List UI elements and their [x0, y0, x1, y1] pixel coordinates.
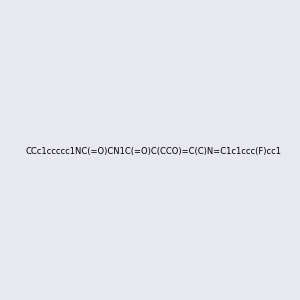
Text: CCc1ccccc1NC(=O)CN1C(=O)C(CCO)=C(C)N=C1c1ccc(F)cc1: CCc1ccccc1NC(=O)CN1C(=O)C(CCO)=C(C)N=C1c…	[26, 147, 282, 156]
